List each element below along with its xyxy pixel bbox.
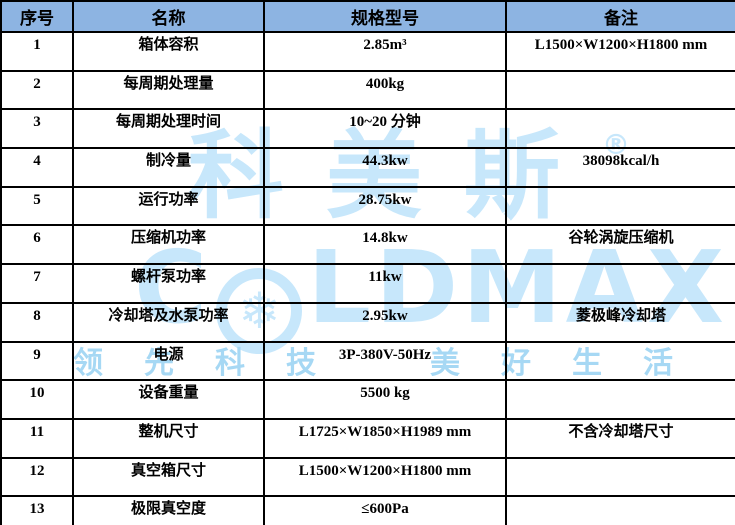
table-row: 4 制冷量 44.3kw 38098kcal/h xyxy=(0,147,735,188)
row-number-cell: 5 xyxy=(0,185,74,227)
row-number-cell: 7 xyxy=(0,263,74,304)
item-name-cell: 设备重量 xyxy=(72,379,265,420)
remarks-cell: 不含冷却塔尺寸 xyxy=(505,417,735,459)
spec-model-cell: 10~20 分钟 xyxy=(263,108,507,150)
row-number-cell: 10 xyxy=(0,379,74,420)
header-serial-number: 序号 xyxy=(0,0,74,33)
remarks-cell: 谷轮涡旋压缩机 xyxy=(505,224,735,266)
table-row: 5 运行功率 28.75kw xyxy=(0,185,735,227)
table-row: 8 冷却塔及水泵功率 2.95kw 菱极峰冷却塔 xyxy=(0,301,735,343)
spec-model-cell: L1725×W1850×H1989 mm xyxy=(263,417,507,459)
item-name-cell: 螺杆泵功率 xyxy=(72,263,265,304)
table-header-row: 序号 名称 规格型号 备注 xyxy=(0,0,735,33)
table-row: 3 每周期处理时间 10~20 分钟 xyxy=(0,108,735,150)
item-name-cell: 整机尺寸 xyxy=(72,417,265,459)
row-number-cell: 2 xyxy=(0,69,74,111)
row-number-cell: 1 xyxy=(0,31,74,72)
remarks-cell xyxy=(505,495,735,525)
spec-model-cell: 14.8kw xyxy=(263,224,507,266)
row-number-cell: 8 xyxy=(0,301,74,343)
row-number-cell: 9 xyxy=(0,340,74,382)
header-remarks: 备注 xyxy=(505,0,735,33)
item-name-cell: 制冷量 xyxy=(72,147,265,188)
table-row: 6 压缩机功率 14.8kw 谷轮涡旋压缩机 xyxy=(0,224,735,266)
item-name-cell: 真空箱尺寸 xyxy=(72,456,265,498)
remarks-cell xyxy=(505,69,735,111)
spec-table-body: 1 箱体容积 2.85m³ L1500×W1200×H1800 mm 2 每周期处理量 40… xyxy=(0,31,735,525)
spec-model-cell: L1500×W1200×H1800 mm xyxy=(263,456,507,498)
table-row: 9 电源 3P-380V-50Hz xyxy=(0,340,735,382)
table-row: 1 箱体容积 2.85m³ L1500×W1200×H1800 mm xyxy=(0,31,735,72)
header-item-name: 名称 xyxy=(72,0,265,33)
remarks-cell: 38098kcal/h xyxy=(505,147,735,188)
header-spec-model: 规格型号 xyxy=(263,0,507,33)
spec-model-cell: 2.95kw xyxy=(263,301,507,343)
spec-model-cell: 44.3kw xyxy=(263,147,507,188)
remarks-cell xyxy=(505,185,735,227)
table-row: 7 螺杆泵功率 11kw xyxy=(0,263,735,304)
remarks-cell xyxy=(505,340,735,382)
spec-model-cell: 3P-380V-50Hz xyxy=(263,340,507,382)
item-name-cell: 极限真空度 xyxy=(72,495,265,525)
table-row: 11 整机尺寸 L1725×W1850×H1989 mm 不含冷却塔尺寸 xyxy=(0,417,735,459)
spec-model-cell: 28.75kw xyxy=(263,185,507,227)
row-number-cell: 12 xyxy=(0,456,74,498)
remarks-cell xyxy=(505,108,735,150)
spec-model-cell: 400kg xyxy=(263,69,507,111)
remarks-cell: L1500×W1200×H1800 mm xyxy=(505,31,735,72)
item-name-cell: 每周期处理时间 xyxy=(72,108,265,150)
item-name-cell: 冷却塔及水泵功率 xyxy=(72,301,265,343)
spec-model-cell: 2.85m³ xyxy=(263,31,507,72)
table-row: 2 每周期处理量 400kg xyxy=(0,69,735,111)
table-row: 12 真空箱尺寸 L1500×W1200×H1800 mm xyxy=(0,456,735,498)
row-number-cell: 4 xyxy=(0,147,74,188)
row-number-cell: 6 xyxy=(0,224,74,266)
item-name-cell: 箱体容积 xyxy=(72,31,265,72)
remarks-cell xyxy=(505,379,735,420)
remarks-cell: 菱极峰冷却塔 xyxy=(505,301,735,343)
item-name-cell: 电源 xyxy=(72,340,265,382)
table-row: 10 设备重量 5500 kg xyxy=(0,379,735,420)
remarks-cell xyxy=(505,456,735,498)
table-row: 13 极限真空度 ≤600Pa xyxy=(0,495,735,525)
row-number-cell: 11 xyxy=(0,417,74,459)
row-number-cell: 13 xyxy=(0,495,74,525)
spec-model-cell: 5500 kg xyxy=(263,379,507,420)
row-number-cell: 3 xyxy=(0,108,74,150)
spec-model-cell: 11kw xyxy=(263,263,507,304)
item-name-cell: 每周期处理量 xyxy=(72,69,265,111)
item-name-cell: 运行功率 xyxy=(72,185,265,227)
remarks-cell xyxy=(505,263,735,304)
spec-model-cell: ≤600Pa xyxy=(263,495,507,525)
item-name-cell: 压缩机功率 xyxy=(72,224,265,266)
